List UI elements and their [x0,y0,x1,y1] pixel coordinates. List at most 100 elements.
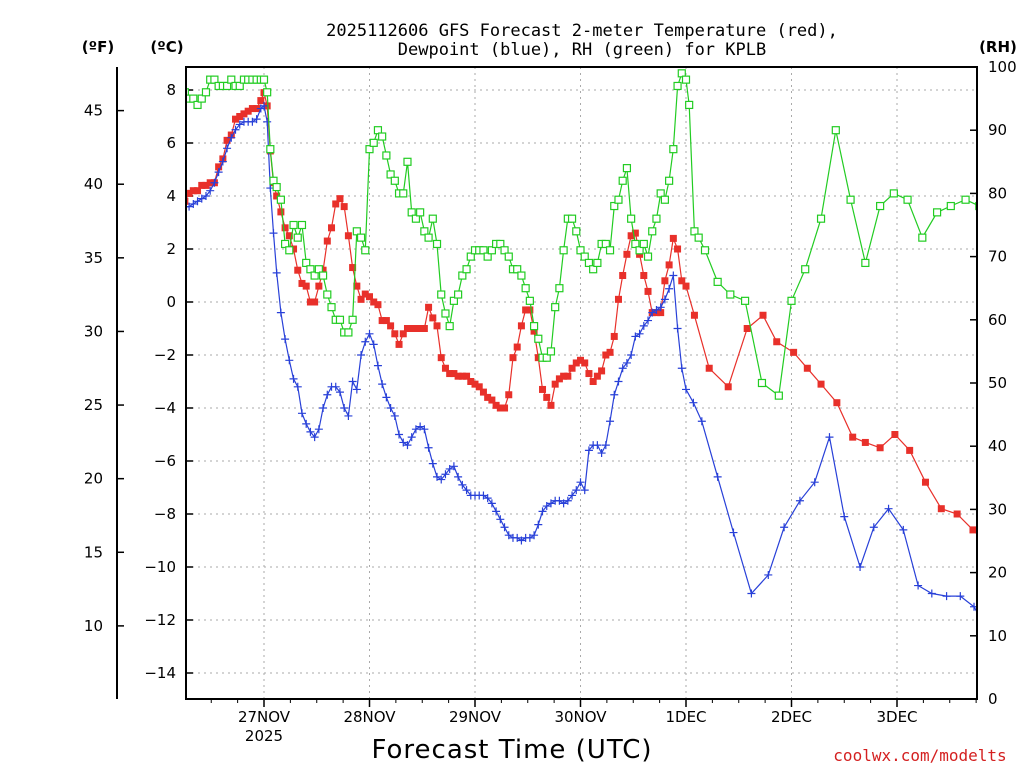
dewpoint-point [420,425,429,434]
rh-point [903,195,912,204]
rh-point [631,239,640,249]
rh-point [656,189,665,198]
temperature-point [790,348,798,356]
fahrenheit-tick-label: 10 [84,617,103,635]
rh-point [289,220,298,230]
dewpoint-point [193,197,202,206]
dewpoint-point [492,507,501,516]
dewpoint-point [559,499,568,508]
temperature-point [319,266,327,274]
temperature-point [526,306,534,314]
temperature-point [253,105,261,113]
temperature-point [773,338,781,346]
series-rh [186,69,1024,405]
rh-point [266,145,275,154]
dewpoint-point [252,115,261,124]
dewpoint-point [382,393,391,402]
rh-point [589,265,598,274]
fahrenheit-tick-label: 40 [84,175,103,193]
rh-point [726,290,735,299]
temperature-point [395,340,403,348]
dewpoint-point [534,520,543,529]
temperature-point [273,192,281,200]
dewpoint-point [513,533,522,542]
dewpoint-point [297,409,306,418]
temperature-point [189,187,197,195]
dewpoint-point [729,528,738,537]
rh-point [660,195,670,204]
rh-point [521,284,530,293]
rh-point [378,132,387,141]
dewpoint-point [542,502,551,511]
celsius-tick-label: 8 [166,81,176,99]
dewpoint-point [546,499,555,508]
rh-point [373,126,383,135]
rh-point [227,75,236,84]
dewpoint-point [1020,608,1024,616]
dewpoint-point [302,419,311,428]
rh-point [1018,398,1024,405]
rh-point [816,214,826,223]
chart-title-line-1: 2025112606 GFS Forecast 2-meter Temperat… [326,21,838,41]
dewpoint-point [386,404,395,412]
rh-point [529,322,539,331]
temperature-point [294,266,302,274]
temperature-point [547,401,555,409]
rh-point [669,145,678,154]
temperature-point [661,277,669,285]
dewpoint-point [437,475,446,484]
temperature-point [349,264,357,272]
rh-point [487,246,496,255]
dewpoint-point [525,533,534,542]
dewpoint-point [441,470,450,479]
rh-point [428,214,437,223]
rh-point [302,258,311,268]
dewpoint-point [825,433,834,442]
temperature-point [215,163,223,171]
temperature-point [619,272,627,279]
rh-point [639,239,648,249]
temperature-point [463,372,471,380]
dewpoint-point [648,308,657,317]
temperature-point [206,179,214,187]
temperature-point [593,372,601,380]
dewpoint-point [652,305,661,314]
rh-point [555,284,564,293]
rh-point [846,195,855,204]
temperature-point [353,282,361,290]
rh-point [222,81,232,91]
rh-point [534,334,543,343]
dewpoint-point [223,144,232,153]
fahrenheit-axis-unit: (ºF) [82,38,114,56]
dewpoint-point [747,589,756,598]
rh-point [652,214,661,223]
temperature-point [953,510,961,518]
rh-point [677,69,686,78]
temperature-point [475,383,483,391]
dewpoint-point [563,496,572,505]
rh-point [263,88,272,97]
temperature-point [876,444,884,452]
dewpoint-point [530,531,539,540]
rh-point [681,75,691,84]
celsius-tick-label: 4 [166,187,176,205]
dewpoint-point [856,563,865,571]
dewpoint-point [479,491,488,500]
temperature-point [403,325,411,332]
dewpoint-point [504,531,513,540]
rh-point [513,265,522,274]
rh-point [610,201,619,211]
dewpoint-point [899,525,908,534]
dewpoint-point [293,382,302,391]
temperature-point [416,325,424,332]
dewpoint-point [214,168,223,177]
temperature-point [551,380,559,388]
rh-point [335,315,345,324]
temperature-point [501,404,509,412]
temperature-point [577,356,584,364]
dewpoint-point [584,446,593,455]
dewpoint-point [424,443,433,452]
temperature-point [202,181,210,189]
temperature-point [223,136,231,144]
